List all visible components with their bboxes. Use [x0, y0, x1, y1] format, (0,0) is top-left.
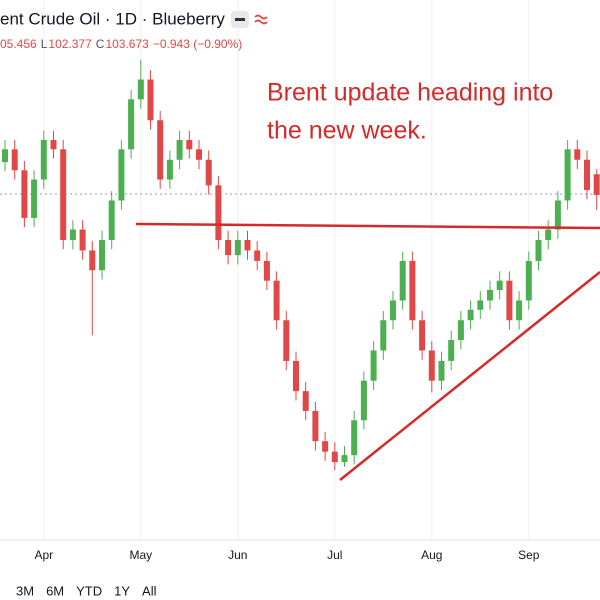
candle-body	[11, 149, 18, 171]
icon-glyph	[235, 18, 245, 21]
candle-body	[564, 149, 571, 201]
candle-body	[545, 229, 552, 240]
range-button[interactable]: 1Y	[114, 583, 130, 598]
candle-body	[535, 240, 542, 261]
candle-body	[341, 455, 348, 463]
candle-body	[2, 149, 8, 163]
candle-body	[89, 250, 96, 271]
candle-body	[205, 159, 212, 186]
candle-body	[196, 149, 202, 160]
candle-body	[40, 140, 47, 180]
x-tick-label: Aug	[421, 548, 442, 562]
range-button[interactable]: YTD	[76, 583, 102, 598]
candle-body	[31, 179, 38, 218]
candle-body	[467, 309, 474, 321]
range-button[interactable]: 3M	[16, 583, 34, 598]
candle-body	[283, 320, 290, 361]
candle-body	[584, 159, 590, 190]
candle-body	[525, 260, 532, 301]
candle-body	[263, 260, 270, 281]
candle-body	[69, 229, 76, 240]
candle-body	[380, 320, 387, 351]
candle-body	[244, 240, 251, 251]
candle-body	[225, 240, 232, 256]
ohlc-label: L	[41, 37, 48, 51]
candle-body	[137, 79, 144, 100]
candle-body	[108, 200, 115, 240]
x-tick-label: Apr	[34, 548, 53, 562]
candles	[2, 59, 600, 471]
candle-body	[331, 451, 338, 463]
range-button[interactable]: 6M	[46, 583, 64, 598]
ohlc-value: 102.377	[48, 37, 92, 51]
candle-body	[322, 441, 329, 452]
candle-body	[166, 159, 173, 180]
candle-body	[487, 290, 493, 301]
trend-line	[339, 271, 600, 481]
candle-body	[186, 140, 193, 150]
ohlc-change: −0.943 (−0.90%)	[153, 37, 242, 51]
candle-body	[176, 140, 183, 160]
x-tick-label: Sep	[518, 548, 540, 562]
x-tick-label: Jul	[327, 548, 342, 562]
annotation: the new week.	[267, 117, 427, 145]
candle-body	[448, 340, 455, 361]
candle-body	[351, 420, 358, 456]
candle-body	[79, 229, 86, 251]
candle-body	[234, 240, 241, 256]
candle-body	[574, 149, 581, 160]
annotation: Brent update heading into	[267, 79, 553, 107]
candle-body	[128, 99, 135, 150]
x-tick-label: May	[129, 548, 152, 562]
ohlc-value: 05.456	[0, 37, 37, 51]
symbol-title: ent Crude Oil · 1D · Blueberry	[0, 9, 225, 28]
candle-body	[99, 240, 105, 271]
candle-body	[554, 200, 561, 230]
candle-body	[516, 300, 523, 321]
candle-body	[118, 149, 125, 201]
ohlc-label: C	[96, 37, 105, 51]
resistance-line	[135, 222, 600, 230]
candle-body	[496, 280, 503, 290]
ohlc-value: 103.673	[105, 37, 149, 51]
candle-body	[215, 185, 222, 240]
candle-body	[506, 280, 513, 321]
candle-body	[360, 380, 367, 421]
candle-body	[419, 320, 426, 351]
candle-body	[390, 300, 396, 321]
x-tick-label: Jun	[228, 548, 247, 562]
candle-body	[273, 280, 280, 321]
x-axis: Apr May Jun Jul Aug Sep	[34, 548, 539, 562]
candle-body	[50, 140, 57, 150]
ohlc: 05.456 L 102.377 C 103.673 −0.943 (−0.90%)	[0, 37, 242, 51]
icon[interactable]	[254, 14, 268, 25]
candle-body	[21, 170, 28, 218]
candle-body	[370, 350, 377, 381]
candle-body	[60, 149, 67, 240]
candle-body	[438, 360, 445, 381]
range-button[interactable]: All	[142, 583, 157, 598]
candle-body	[409, 260, 416, 321]
candle-body	[457, 320, 464, 340]
candle-body	[254, 250, 261, 261]
candle-body	[477, 300, 484, 310]
candle-body	[399, 260, 406, 301]
candle-body	[147, 79, 154, 121]
candle-body	[312, 410, 319, 442]
candle-body	[302, 391, 309, 411]
candle-body	[428, 350, 435, 381]
candle-body	[593, 174, 600, 195]
range-bar: 3M 6M YTD 1Y All	[16, 583, 157, 598]
candle-body	[157, 120, 164, 180]
candle-body	[293, 360, 299, 392]
